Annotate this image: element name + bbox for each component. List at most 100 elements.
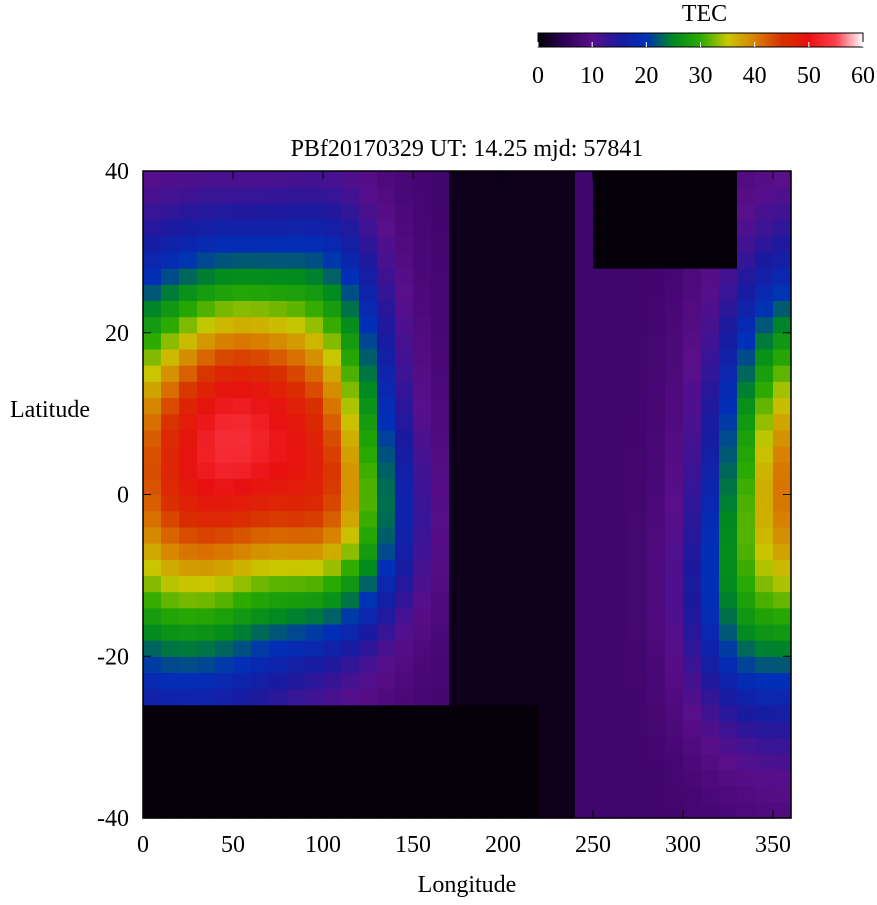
heatmap-cell (611, 316, 630, 334)
heatmap-cell (269, 171, 288, 188)
heatmap-cell (557, 365, 576, 382)
heatmap-cell (161, 656, 180, 674)
heatmap-cell (557, 543, 576, 560)
heatmap-cell (611, 688, 630, 706)
heatmap-cell (701, 591, 720, 609)
heatmap-cell (179, 462, 198, 479)
heatmap-cell (341, 300, 360, 318)
heatmap-cell (611, 720, 630, 738)
colorbar-tick-label: 10 (580, 63, 604, 89)
heatmap-cell (539, 575, 558, 593)
heatmap-cell (467, 365, 486, 382)
heatmap-cell (413, 316, 432, 334)
heatmap-cell (305, 187, 324, 204)
heatmap-cell (557, 769, 576, 787)
heatmap-cell (197, 381, 216, 399)
heatmap-cell (251, 526, 270, 544)
heatmap-cell (449, 445, 468, 463)
heatmap-cell (233, 203, 252, 221)
heatmap-cell (179, 737, 198, 754)
heatmap-cell (683, 332, 702, 350)
heatmap-cell (539, 203, 558, 221)
heatmap-cell (737, 623, 756, 641)
heatmap-cell (431, 575, 450, 593)
colorbar-tick-label: 40 (743, 63, 767, 89)
heatmap-cell (251, 478, 270, 496)
heatmap-cell (341, 381, 360, 399)
heatmap-cell (143, 397, 162, 415)
heatmap-cell (359, 801, 378, 819)
heatmap-cell (647, 235, 666, 253)
heatmap-cell (449, 575, 468, 593)
heatmap-cell (179, 171, 198, 188)
heatmap-cell (197, 801, 216, 819)
heatmap-cell (575, 203, 594, 221)
heatmap-cell (755, 769, 774, 787)
heatmap-cell (413, 203, 432, 221)
heatmap-cell (485, 332, 504, 350)
heatmap-cell (467, 171, 486, 188)
heatmap-cell (503, 187, 522, 204)
heatmap-cell (647, 397, 666, 415)
heatmap-cell (593, 219, 612, 237)
heatmap-cell (593, 348, 612, 366)
heatmap-cell (719, 429, 738, 447)
heatmap-cell (215, 284, 234, 301)
heatmap-cell (143, 753, 162, 771)
heatmap-cell (503, 478, 522, 496)
heatmap-cell (395, 445, 414, 463)
heatmap-cell (377, 704, 396, 722)
heatmap-cell (503, 219, 522, 237)
heatmap-cell (683, 381, 702, 399)
heatmap-cell (287, 268, 306, 285)
heatmap-cell (233, 348, 252, 366)
heatmap-cell (359, 526, 378, 544)
heatmap-cell (161, 510, 180, 528)
heatmap-cell (449, 785, 468, 803)
heatmap-cell (323, 656, 342, 674)
heatmap-cell (665, 235, 684, 253)
heatmap-cell (539, 397, 558, 415)
heatmap-cell (395, 235, 414, 253)
heatmap-cell (719, 640, 738, 657)
heatmap-cell (521, 769, 540, 787)
heatmap-cell (197, 445, 216, 463)
heatmap-cell (755, 348, 774, 366)
heatmap-cell (305, 801, 324, 819)
heatmap-cell (683, 203, 702, 221)
heatmap-cell (341, 332, 360, 350)
heatmap-cell (215, 268, 234, 285)
heatmap-cell (701, 559, 720, 576)
heatmap-cell (683, 219, 702, 237)
heatmap-cell (467, 559, 486, 576)
heatmap-cell (197, 316, 216, 334)
heatmap-cell (269, 445, 288, 463)
heatmap-cell (521, 203, 540, 221)
heatmap-cell (449, 268, 468, 285)
heatmap-cell (521, 171, 540, 188)
heatmap-cell (233, 365, 252, 382)
heatmap-cell (755, 268, 774, 285)
heatmap-cell (539, 268, 558, 285)
heatmap-cell (413, 769, 432, 787)
heatmap-cell (719, 397, 738, 415)
heatmap-cell (395, 284, 414, 301)
heatmap-cell (287, 478, 306, 496)
heatmap-cell (593, 737, 612, 754)
heatmap-cell (359, 591, 378, 609)
heatmap-cell (359, 737, 378, 754)
heatmap-cell (683, 478, 702, 496)
heatmap-cell (431, 381, 450, 399)
heatmap-cell (215, 478, 234, 496)
heatmap-cell (719, 445, 738, 463)
heatmap-cell (467, 543, 486, 560)
heatmap-cell (467, 300, 486, 318)
heatmap-cell (323, 397, 342, 415)
heatmap-cell (665, 494, 684, 512)
heatmap-cell (251, 737, 270, 754)
heatmap-cell (233, 640, 252, 657)
heatmap-cell (287, 413, 306, 431)
heatmap-cell (683, 235, 702, 253)
